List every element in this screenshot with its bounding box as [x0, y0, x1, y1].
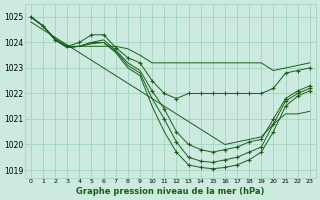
X-axis label: Graphe pression niveau de la mer (hPa): Graphe pression niveau de la mer (hPa): [76, 187, 265, 196]
